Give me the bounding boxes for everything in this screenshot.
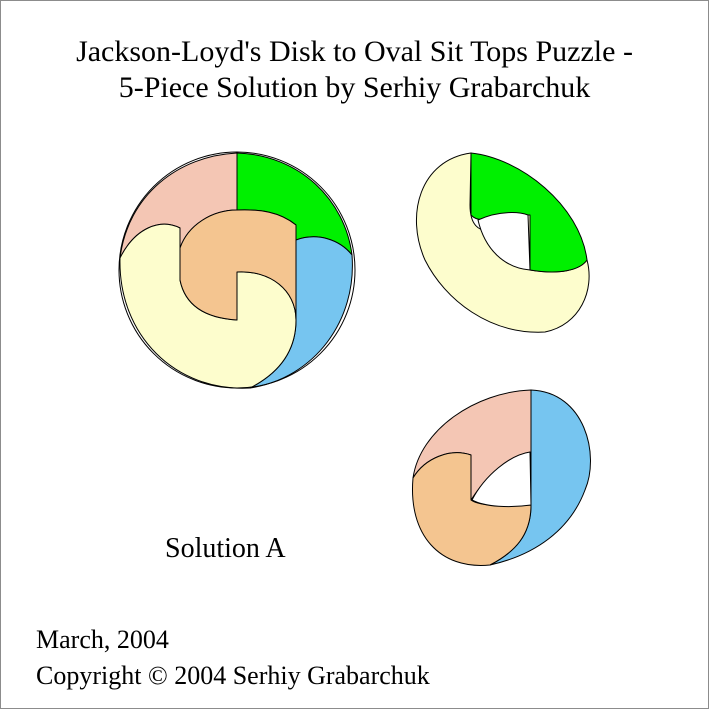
- oval-bottom-hole: [471, 451, 532, 508]
- oval-top-hole: [477, 212, 531, 271]
- oval-top-assembly: [416, 152, 590, 333]
- footer: March, 2004 Copyright © 2004 Serhiy Grab…: [36, 622, 430, 694]
- footer-copyright: Copyright © 2004 Serhiy Grabarchuk: [36, 661, 430, 690]
- disk-assembly: [118, 151, 356, 389]
- footer-date: March, 2004: [36, 625, 169, 654]
- oval-bottom-assembly: [411, 389, 591, 566]
- disk-piece-orange: [179, 209, 297, 321]
- title-line-2: 5-Piece Solution by Serhiy Grabarchuk: [118, 71, 591, 104]
- oval-bottom-piece-orange: [411, 452, 532, 566]
- disk-outline: [118, 151, 356, 389]
- solution-label: Solution A: [165, 533, 286, 564]
- title-line-1: Jackson-Loyd's Disk to Oval Sit Tops Puz…: [76, 35, 633, 68]
- page-title: Jackson-Loyd's Disk to Oval Sit Tops Puz…: [0, 34, 709, 106]
